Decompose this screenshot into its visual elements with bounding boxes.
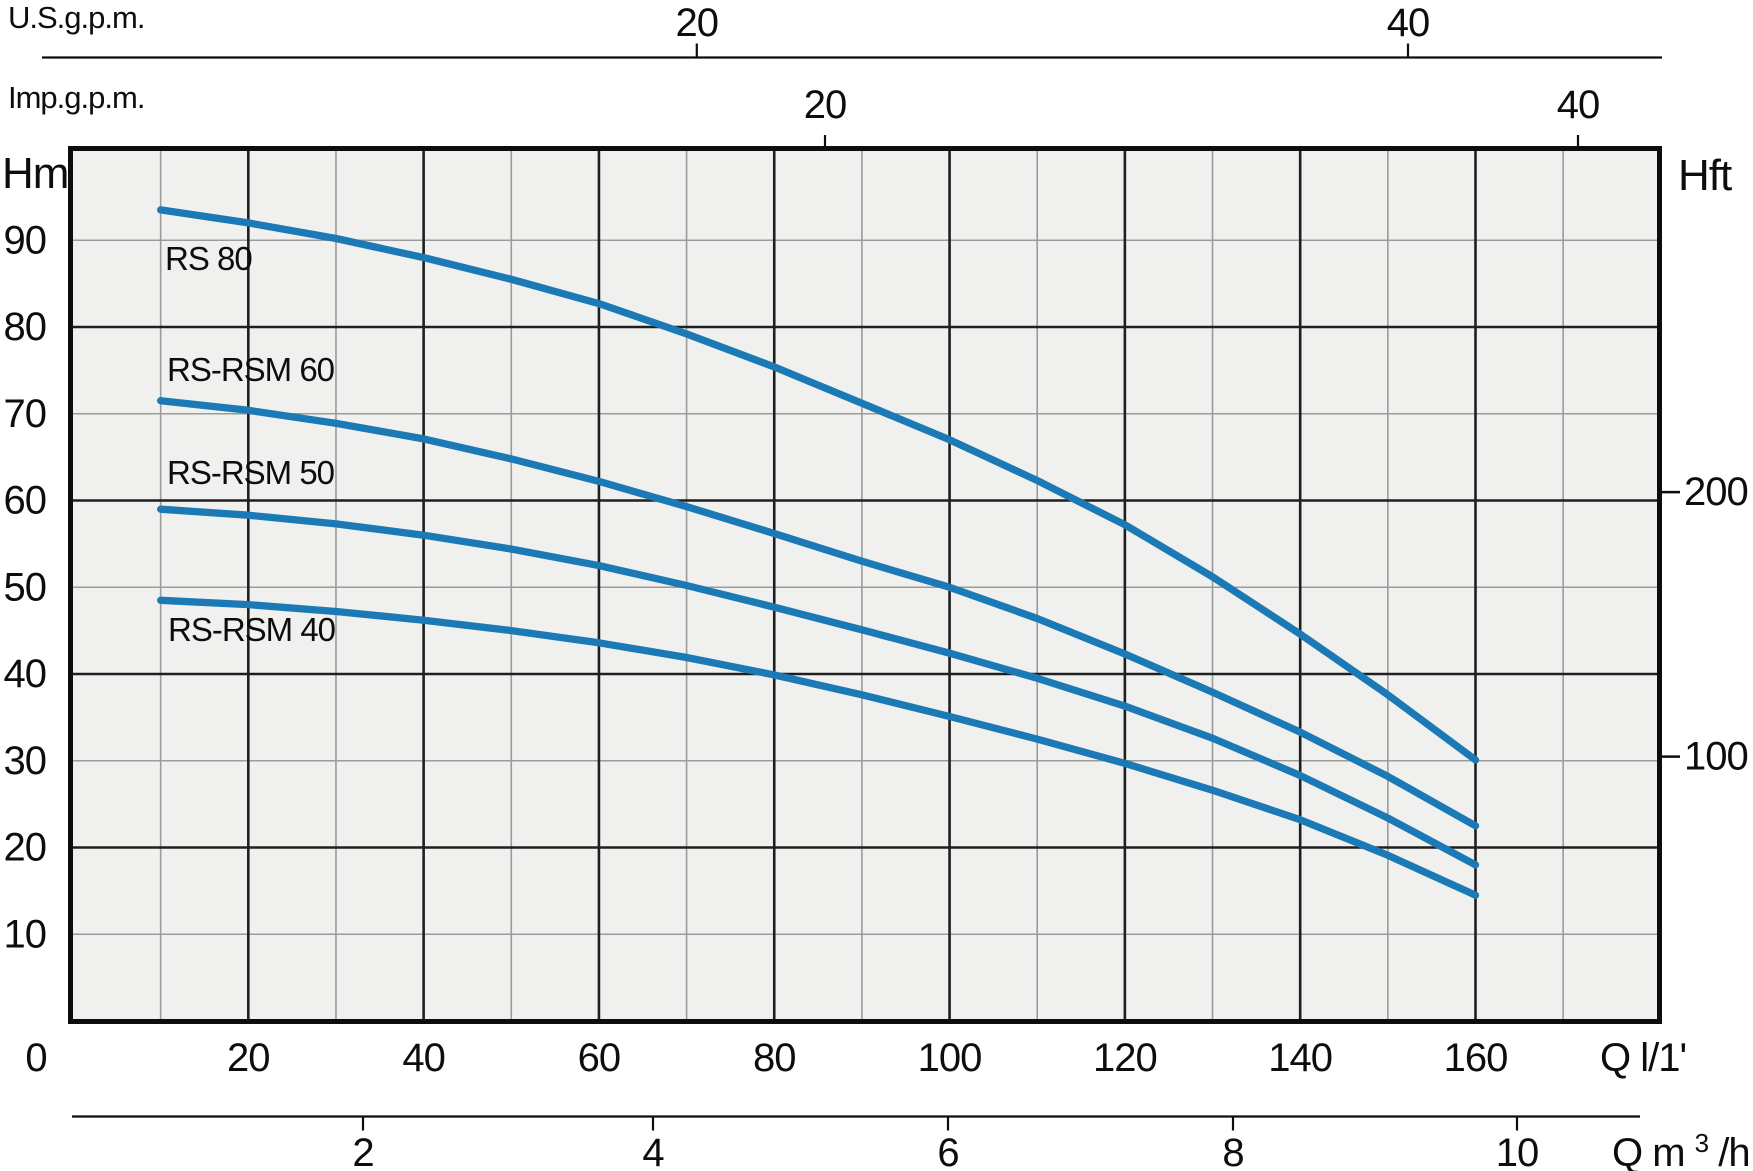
head-m-tick-label: 40 — [4, 652, 47, 696]
plot-background-layer — [73, 151, 1657, 1019]
m3h-tick-label: 8 — [1222, 1131, 1243, 1171]
head-m-tick-label: 80 — [4, 305, 47, 349]
head-feet-unit-label: Hft — [1678, 151, 1732, 200]
flow-lmin-tick-label: 20 — [227, 1036, 270, 1080]
flow-lmin-tick-label: 80 — [753, 1036, 796, 1080]
curve-rs-80 — [157, 206, 1480, 764]
head-ft-tick-label: 200 — [1684, 470, 1748, 514]
head-m-tick-label: 90 — [4, 218, 47, 262]
curve-label-rs-rsm-50: RS-RSM 50 — [167, 454, 335, 491]
head-m-tick-label: 50 — [4, 565, 47, 609]
curve-label-rs-rsm-40: RS-RSM 40 — [168, 611, 336, 648]
grid-major-layer — [73, 151, 1657, 1019]
flow-m3h-unit-label: Q m 3 /h — [1612, 1117, 1750, 1171]
us-gpm-tick-label: 20 — [676, 1, 719, 45]
curve-rs-rsm-60 — [157, 397, 1480, 830]
flow-lmin-tick-label: 0 — [25, 1036, 46, 1080]
flow-lmin-tick-label: 120 — [1093, 1036, 1157, 1080]
flow-lmin-tick-label: 160 — [1444, 1036, 1508, 1080]
flow-lmin-tick-label: 60 — [578, 1036, 621, 1080]
curve-rs-rsm-50 — [157, 505, 1480, 869]
head-meters-unit-label: Hm — [2, 149, 68, 198]
m3h-tick-label: 6 — [937, 1131, 958, 1171]
plot-background — [73, 151, 1657, 1019]
imp-gpm-axis-title: Imp.g.p.m. — [8, 80, 144, 115]
curve-label-rs-80: RS 80 — [165, 240, 252, 277]
head-m-tick-label: 70 — [4, 392, 47, 436]
us-gpm-axis-title: U.S.g.p.m. — [8, 0, 144, 35]
grid-minor-layer — [73, 151, 1657, 1019]
m3h-tick-label: 2 — [352, 1131, 373, 1171]
head-ft-tick-label: 100 — [1684, 735, 1748, 779]
m3h-tick-label: 10 — [1496, 1131, 1539, 1171]
flow-m3h-prefix: Q m — [1612, 1131, 1685, 1171]
flow-lmin-tick-label: 40 — [402, 1036, 445, 1080]
curve-rs-rsm-40 — [157, 596, 1480, 899]
head-m-tick-label: 30 — [4, 739, 47, 783]
flow-lmin-tick-label: 100 — [918, 1036, 982, 1080]
curves-layer — [157, 206, 1480, 899]
flow-lmin-unit-label: Q l/1' — [1600, 1036, 1686, 1080]
curve-label-rs-rsm-60: RS-RSM 60 — [167, 351, 335, 388]
flow-m3h-suffix: /h — [1718, 1131, 1749, 1171]
head-m-tick-label: 10 — [4, 912, 47, 956]
plot-frame-layer — [68, 146, 1662, 1024]
us-gpm-tick-label: 40 — [1387, 1, 1430, 45]
m3h-tick-label: 4 — [642, 1131, 664, 1171]
imp-gpm-tick-label: 40 — [1557, 83, 1600, 127]
head-m-tick-label: 60 — [4, 479, 47, 523]
flow-m3h-superscript: 3 — [1695, 1128, 1709, 1158]
head-m-tick-label: 20 — [4, 826, 47, 870]
secondary-axes-layer — [42, 43, 1680, 1131]
imp-gpm-tick-label: 20 — [804, 83, 847, 127]
plot-frame — [68, 146, 1662, 1024]
flow-lmin-tick-label: 140 — [1268, 1036, 1332, 1080]
tick-labels-layer: 20 40 20 40 90 80 70 60 50 40 30 20 10 200 100 0 20 40 60 8… — [4, 1, 1749, 1171]
